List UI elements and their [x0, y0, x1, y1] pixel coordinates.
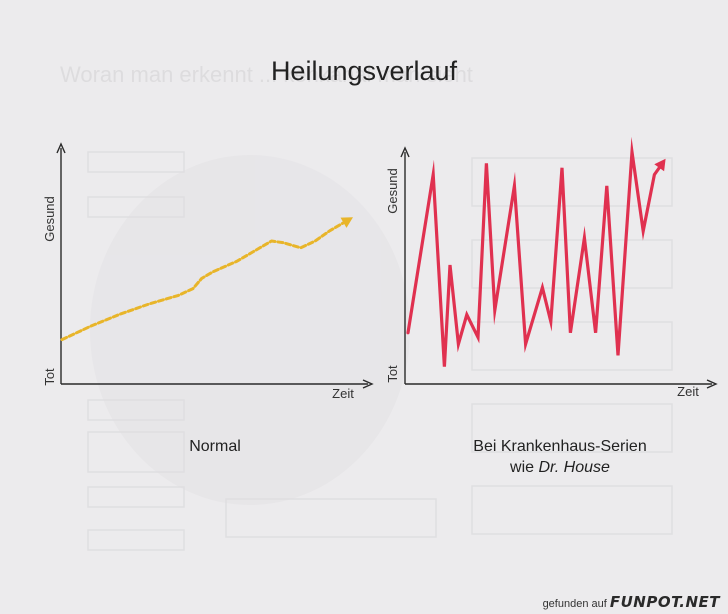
house-caption-line2: wie Dr. House [455, 457, 665, 478]
normal-caption: Normal [189, 438, 241, 455]
page-title: Heilungsverlauf [270, 56, 458, 86]
house-caption-prefix: wie [510, 459, 539, 476]
normal-series-line [60, 219, 349, 342]
house-ylabel-low: Tot [385, 365, 400, 383]
house-caption-line1: Bei Krankenhaus-Serien [473, 438, 647, 455]
faded-heading: Woran man erkennt ... kenkanal man sieht [60, 62, 473, 87]
normal-x-axis-arrow [362, 379, 374, 389]
house-caption: Bei Krankenhaus-Serien wie Dr. House [455, 436, 665, 478]
house-series-arrowhead [654, 158, 666, 172]
normal-ylabel-low: Tot [42, 368, 57, 386]
watermark-brand: FUNPOT.NET [609, 593, 720, 611]
normal-series-arrowhead [340, 217, 353, 228]
faded-background: Woran man erkennt ... kenkanal man sieht [60, 62, 673, 551]
house-ylabel-high: Gesund [385, 168, 400, 214]
house-caption-emph: Dr. House [538, 459, 610, 476]
house-xlabel: Zeit [677, 384, 699, 399]
watermark-prefix: gefunden auf [542, 598, 607, 610]
normal-xlabel: Zeit [332, 386, 354, 401]
house-chart: Gesund Tot Zeit [385, 136, 718, 399]
normal-chart: Gesund Tot Zeit [42, 142, 374, 401]
house-series-line [406, 136, 664, 367]
house-y-axis-arrow [400, 146, 410, 158]
normal-ylabel-high: Gesund [42, 196, 57, 242]
house-x-axis-arrow [706, 379, 718, 389]
site-watermark: gefunden auf FUNPOT.NET [543, 593, 720, 611]
normal-y-axis-arrow [56, 142, 66, 154]
